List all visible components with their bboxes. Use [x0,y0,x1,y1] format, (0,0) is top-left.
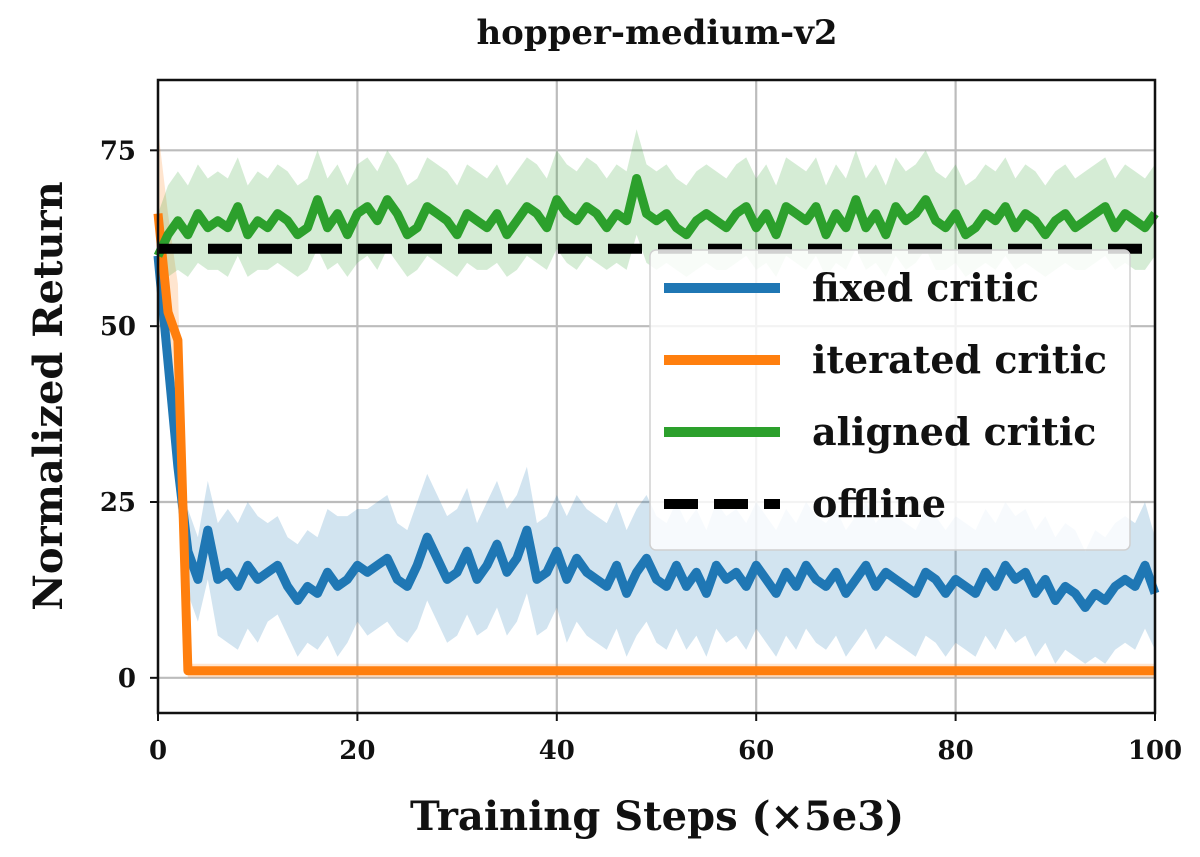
y-axis-label: Normalized Return [25,181,72,610]
series-lines [153,174,1160,676]
aligned-critic-legend-label: aligned critic [812,409,1096,454]
y-tick-label: 0 [118,664,136,694]
plot-frame [156,78,1157,715]
x-tick-label: 0 [149,736,167,766]
confidence-bands [158,129,1155,678]
legend-box [649,249,1131,551]
y-axis-ticks: 0 25 50 75 [100,136,158,694]
fixed-critic-band [158,227,1155,664]
y-tick-label: 75 [100,136,136,166]
aligned-critic-band [158,129,1155,284]
x-tick-label: 60 [738,736,774,766]
legend: fixed critic iterated critic aligned criti… [649,249,1131,551]
iterated-critic-legend-label: iterated critic [812,337,1107,382]
y-tick-label: 50 [100,312,136,342]
x-tick-label: 80 [938,736,974,766]
x-axis-ticks: 0 20 40 60 80 100 [149,713,1182,766]
chart-title: hopper-medium-v2 [476,13,837,53]
fixed-critic-line [153,255,1160,612]
x-tick-label: 40 [539,736,575,766]
offline-legend-label: offline [812,481,946,526]
fixed-critic-legend-label: fixed critic [812,265,1039,310]
x-tick-label: 20 [339,736,375,766]
iterated-critic-line [153,213,1155,676]
aligned-critic-line [153,174,1159,258]
x-axis-label: Training Steps (×5e3) [410,793,904,840]
x-tick-label: 100 [1128,736,1182,766]
y-tick-label: 25 [100,488,136,518]
